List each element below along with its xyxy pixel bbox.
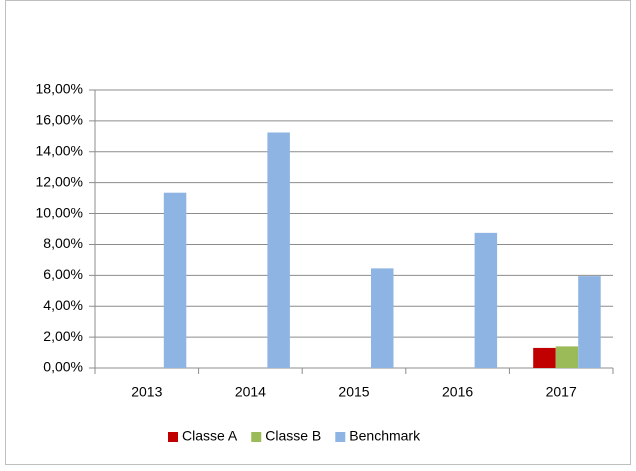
legend-label: Benchmark: [349, 428, 421, 444]
bar: [555, 346, 579, 368]
bar: [578, 276, 601, 368]
bar: [474, 232, 498, 368]
bar: [533, 347, 556, 368]
legend-swatch: [251, 432, 262, 442]
y-tick-label: 6,00%: [43, 266, 83, 282]
y-tick-label: 4,00%: [43, 297, 83, 313]
y-tick-label: 14,00%: [36, 142, 83, 158]
y-tick-label: 2,00%: [43, 328, 83, 344]
bar: [163, 192, 187, 368]
chart-border: [5, 0, 631, 465]
legend-swatch: [335, 432, 346, 442]
y-tick-label: 10,00%: [36, 204, 83, 220]
y-tick-label: 18,00%: [36, 81, 83, 97]
bar: [371, 268, 394, 368]
y-tick-label: 8,00%: [43, 235, 83, 251]
x-tick-label: 2017: [546, 384, 577, 400]
x-tick-label: 2015: [338, 384, 369, 400]
y-tick-label: 0,00%: [43, 359, 83, 375]
legend-swatch: [168, 432, 178, 442]
x-tick-label: 2014: [235, 384, 266, 400]
x-tick-label: 2016: [442, 384, 473, 400]
y-tick-label: 12,00%: [36, 173, 83, 189]
legend-label: Classe A: [182, 428, 238, 444]
y-tick-label: 16,00%: [36, 112, 83, 128]
x-tick-label: 2013: [131, 384, 162, 400]
bar: [267, 132, 290, 368]
legend-label: Classe B: [265, 428, 321, 444]
